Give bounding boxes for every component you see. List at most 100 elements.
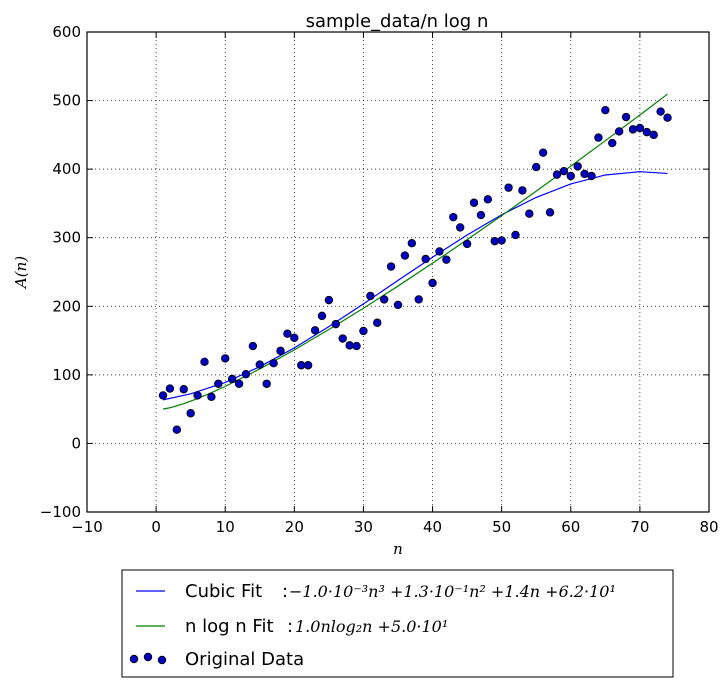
y-tick-label: 100 xyxy=(52,366,81,384)
y-tick-label: 400 xyxy=(52,160,81,178)
data-point xyxy=(373,318,382,327)
data-point xyxy=(193,391,202,400)
data-point xyxy=(635,123,645,133)
data-point xyxy=(421,254,430,264)
legend-label-original-data: Original Data xyxy=(185,649,304,670)
data-point xyxy=(172,425,182,434)
x-tick-label: 70 xyxy=(630,518,649,536)
data-point xyxy=(255,360,264,369)
data-point xyxy=(490,236,499,246)
legend-equation-cubic-fit: −1.0·10⁻³n³ +1.3·10⁻¹n² +1.4n +6.2·10¹ xyxy=(289,582,616,601)
data-point xyxy=(601,105,610,115)
data-point xyxy=(158,391,168,400)
data-point xyxy=(580,169,589,179)
data-point xyxy=(331,319,340,329)
data-point xyxy=(621,112,631,122)
data-point xyxy=(566,171,575,181)
data-point xyxy=(552,170,562,179)
data-point xyxy=(614,127,624,136)
data-point xyxy=(207,392,216,401)
tick-marks: −10 0 10 20 30 40 50 60 70 80−1000100200300400500… xyxy=(40,23,719,536)
legend-equation-nlogn-fit: 1.0nlog₂n +5.0·10¹ xyxy=(295,617,448,636)
data-point xyxy=(538,148,548,157)
grid-lines xyxy=(87,32,709,512)
chart-title: sample_data/n log n xyxy=(306,11,489,32)
data-point xyxy=(649,130,658,140)
data-point xyxy=(511,230,520,240)
data-point xyxy=(642,127,651,137)
data-point xyxy=(234,379,244,388)
data-point xyxy=(573,162,582,171)
plot-frame xyxy=(86,31,710,513)
legend-marker-original-data xyxy=(157,655,167,665)
data-point xyxy=(359,326,368,336)
data-point xyxy=(262,379,271,388)
data-point xyxy=(338,334,347,343)
legend-box xyxy=(121,569,674,678)
x-tick-label: 80 xyxy=(699,518,718,536)
data-point xyxy=(469,198,479,207)
x-tick-label: 30 xyxy=(354,518,373,536)
data-point xyxy=(497,236,506,245)
y-tick-label: 600 xyxy=(52,23,81,41)
x-tick-label: 20 xyxy=(285,518,304,536)
data-point xyxy=(483,195,493,204)
data-point xyxy=(179,385,188,394)
data-point xyxy=(310,326,320,335)
y-tick-label: 300 xyxy=(52,229,81,247)
data-point xyxy=(248,341,258,351)
data-point xyxy=(241,369,251,379)
series-layer xyxy=(158,93,672,434)
data-point xyxy=(221,354,230,363)
x-tick-label: 50 xyxy=(492,518,511,536)
data-point xyxy=(303,361,313,370)
data-point xyxy=(393,300,403,310)
data-point xyxy=(317,311,327,321)
x-tick-label: 40 xyxy=(423,518,442,536)
data-point xyxy=(456,223,465,232)
data-point xyxy=(462,239,472,249)
data-point xyxy=(269,359,278,368)
data-point xyxy=(414,295,423,304)
legend-marker-original-data xyxy=(143,652,153,662)
data-point xyxy=(283,329,292,338)
data-point xyxy=(352,341,361,351)
data-point xyxy=(663,113,672,122)
data-point xyxy=(227,374,237,384)
legend: Cubic Fit : −1.0·10⁻³n³ +1.3·10⁻¹n² +1.4… xyxy=(121,569,674,678)
data-point xyxy=(518,186,527,195)
legend-label-cubic-fit: Cubic Fit xyxy=(185,581,262,602)
series-line-cubic-fit xyxy=(162,171,668,401)
y-axis-label: A(n) xyxy=(12,256,30,290)
data-point xyxy=(290,333,299,343)
legend-label-nlogn-fit: n log n Fit xyxy=(185,616,274,637)
data-point xyxy=(525,209,534,218)
legend-marker-original-data xyxy=(129,654,139,664)
data-point xyxy=(628,125,638,134)
data-point xyxy=(379,295,389,304)
x-tick-label: 60 xyxy=(561,518,580,536)
data-point xyxy=(276,346,285,356)
data-point xyxy=(366,291,375,301)
data-point xyxy=(186,409,195,418)
data-point xyxy=(324,295,334,305)
data-point xyxy=(214,379,223,388)
x-tick-label: 10 xyxy=(216,518,235,536)
x-tick-label: 0 xyxy=(151,518,161,536)
y-tick-label: −100 xyxy=(40,503,81,521)
x-tick-label: −10 xyxy=(71,518,103,536)
data-point xyxy=(165,384,175,393)
data-point xyxy=(407,238,417,248)
legend-colon-cubic-fit: : xyxy=(282,581,288,602)
data-point xyxy=(587,171,596,181)
data-point xyxy=(476,210,486,220)
data-point xyxy=(400,251,410,260)
data-point xyxy=(608,138,617,148)
data-point xyxy=(532,162,541,172)
series-line-n-log-n-fit xyxy=(162,93,668,410)
data-point xyxy=(297,361,306,370)
data-point xyxy=(656,107,665,116)
data-point xyxy=(449,212,458,222)
data-point xyxy=(386,262,396,271)
